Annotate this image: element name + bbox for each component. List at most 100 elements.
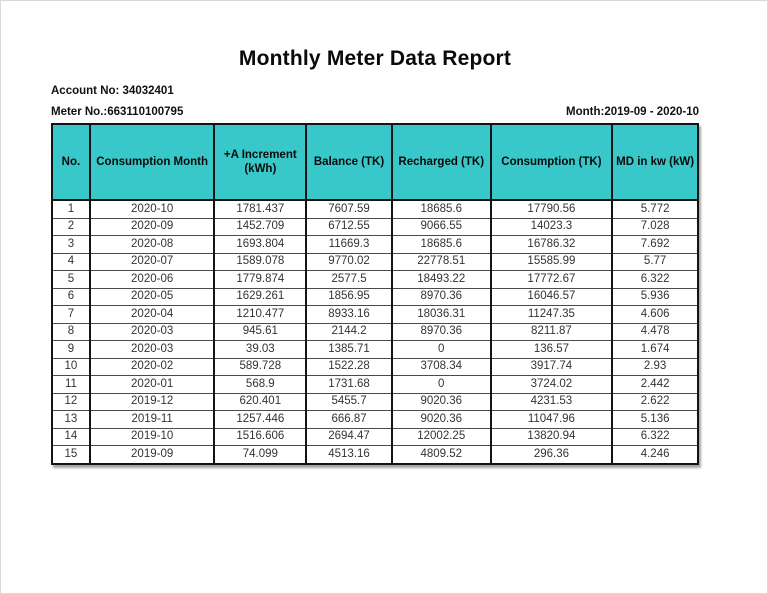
column-header: Recharged (TK): [390, 124, 491, 201]
account-number-label: Account No: 34032401: [51, 85, 174, 97]
cell: 9020.36: [390, 392, 491, 411]
cell: 620.401: [213, 392, 307, 411]
cell: 1629.261: [213, 287, 307, 306]
cell: 2019-12: [88, 392, 215, 411]
cell: 7: [52, 305, 90, 323]
cell: 2020-04: [88, 305, 215, 323]
cell: 5.136: [611, 410, 698, 428]
cell: 8933.16: [305, 305, 392, 323]
cell: 8970.36: [390, 287, 491, 306]
table-row: 13 2019-11 1257.446 666.87 9020.36 11047.96 5.…: [52, 410, 698, 428]
cell: 7.692: [611, 235, 698, 253]
cell: 11047.96: [489, 410, 613, 428]
cell: 1522.28: [305, 357, 392, 376]
table-row: 6 2020-05 1629.261 1856.95 8970.36 16046.57 5.…: [52, 287, 698, 306]
cell: 1516.606: [213, 427, 307, 446]
cell: 2: [52, 217, 90, 236]
table-row: 7 2020-04 1210.477 8933.16 18036.31 11247.35 4…: [52, 305, 698, 323]
cell: 0: [390, 375, 491, 393]
cell: 16786.32: [489, 235, 613, 253]
cell: 11: [52, 375, 90, 393]
cell: 4.606: [611, 305, 698, 323]
cell: 15: [52, 445, 90, 464]
cell: 18685.6: [390, 199, 491, 218]
cell: 2020-01: [88, 375, 215, 393]
cell: 9066.55: [390, 217, 491, 236]
cell: 14: [52, 427, 90, 446]
column-header: MD in kw (kW): [611, 124, 698, 201]
cell: 1385.71: [305, 340, 392, 358]
cell: 2694.47: [305, 427, 392, 446]
cell: 5.772: [611, 199, 698, 218]
cell: 15585.99: [489, 252, 613, 271]
cell: 7.028: [611, 217, 698, 236]
meter-number-label: Meter No.:663110100795: [51, 106, 184, 118]
cell: 5: [52, 270, 90, 288]
cell: 1: [52, 199, 90, 218]
cell: 1452.709: [213, 217, 307, 236]
cell: 2020-09: [88, 217, 215, 236]
cell: 74.099: [213, 445, 307, 464]
month-range-label: Month:2019-09 - 2020-10: [566, 106, 699, 118]
page-title: Monthly Meter Data Report: [238, 47, 512, 70]
cell: 12002.25: [390, 427, 491, 446]
cell: 5455.7: [305, 392, 392, 411]
cell: 945.61: [213, 322, 307, 341]
cell: 2020-03: [88, 340, 215, 358]
cell: 2020-07: [88, 252, 215, 271]
cell: 2019-10: [88, 427, 215, 446]
cell: 2.93: [611, 357, 698, 376]
meta-row: Meter No.:663110100795 Month:2019-09 - 2…: [51, 106, 699, 118]
table-row: 11 2020-01 568.9 1731.68 0 3724.02 2.442: [52, 375, 698, 393]
cell: 39.03: [213, 340, 307, 358]
cell: 9: [52, 340, 90, 358]
column-header: Consumption (TK): [489, 124, 613, 201]
cell: 14023.3: [489, 217, 613, 236]
cell: 4.478: [611, 322, 698, 341]
meter-data-table: No. Consumption Month +A Increment (kWh) Ba…: [51, 123, 699, 465]
cell: 22778.51: [390, 252, 491, 271]
cell: 16046.57: [489, 287, 613, 306]
cell: 2020-02: [88, 357, 215, 376]
table-row: 2 2020-09 1452.709 6712.55 9066.55 14023.3 7.0…: [52, 217, 698, 236]
column-header: Consumption Month: [88, 124, 215, 201]
cell: 136.57: [489, 340, 613, 358]
cell: 2144.2: [305, 322, 392, 341]
header-row: No. Consumption Month +A Increment (kWh) Ba…: [52, 124, 698, 201]
cell: 4231.53: [489, 392, 613, 411]
cell: 9770.02: [305, 252, 392, 271]
cell: 0: [390, 340, 491, 358]
cell: 1781.437: [213, 199, 307, 218]
cell: 12: [52, 392, 90, 411]
table-row: 8 2020-03 945.61 2144.2 8970.36 8211.87 4.478: [52, 322, 698, 341]
cell: 8211.87: [489, 322, 613, 341]
cell: 5.936: [611, 287, 698, 306]
cell: 296.36: [489, 445, 613, 464]
cell: 9020.36: [390, 410, 491, 428]
table-row: 15 2019-09 74.099 4513.16 4809.52 296.36 4.246: [52, 445, 698, 464]
cell: 18036.31: [390, 305, 491, 323]
cell: 2020-05: [88, 287, 215, 306]
cell: 3917.74: [489, 357, 613, 376]
cell: 8: [52, 322, 90, 341]
cell: 4.246: [611, 445, 698, 464]
cell: 2020-03: [88, 322, 215, 341]
table-row: 4 2020-07 1589.078 9770.02 22778.51 15585.99 5…: [52, 252, 698, 271]
cell: 1856.95: [305, 287, 392, 306]
cell: 2019-09: [88, 445, 215, 464]
cell: 2020-06: [88, 270, 215, 288]
column-header: No.: [52, 124, 90, 201]
cell: 1731.68: [305, 375, 392, 393]
cell: 6.322: [611, 427, 698, 446]
cell: 1.674: [611, 340, 698, 358]
column-header: Balance (TK): [305, 124, 392, 201]
cell: 13: [52, 410, 90, 428]
column-header: +A Increment (kWh): [213, 124, 307, 201]
cell: 568.9: [213, 375, 307, 393]
cell: 13820.94: [489, 427, 613, 446]
cell: 1589.078: [213, 252, 307, 271]
cell: 18493.22: [390, 270, 491, 288]
cell: 3: [52, 235, 90, 253]
cell: 1210.477: [213, 305, 307, 323]
